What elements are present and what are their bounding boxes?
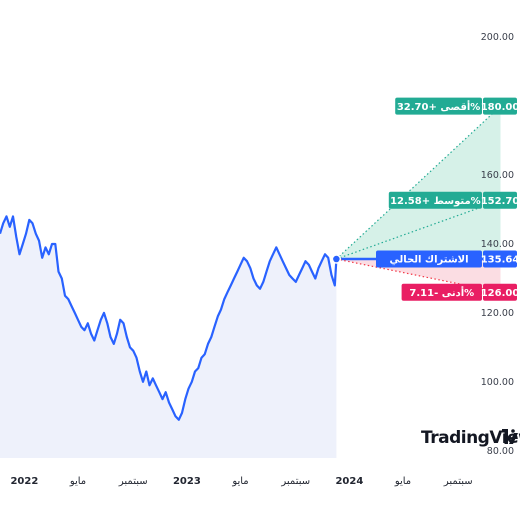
- tradingview-icon: [502, 429, 518, 444]
- forecast-tag-value-bg: [483, 191, 517, 209]
- forecast-tag-label: الاشتراك الحالي: [389, 255, 468, 266]
- forecast-tag-value: 135.64: [481, 255, 520, 266]
- forecast-tag-value: 126.00: [481, 288, 520, 299]
- y-axis: 200.00 160.00 140.00 120.00 100.00 80.00: [481, 32, 514, 457]
- current-point: [331, 254, 342, 264]
- forecast-tag: الاشتراك الحالي 135.64: [376, 250, 520, 268]
- price-line: [0, 215, 338, 421]
- y-tick-label: 120.00: [481, 308, 514, 319]
- forecast-tag-label-bg: [376, 250, 482, 268]
- x-tick-label: مايو: [231, 476, 248, 487]
- forecast-line: [336, 199, 501, 260]
- forecast-tag-label-bg: [401, 283, 482, 301]
- forecast-tag-value-bg: [483, 250, 517, 268]
- forecast-tag: متوسط +12.58% 152.70: [388, 191, 520, 209]
- y-tick-label: 200.00: [481, 32, 514, 43]
- y-tick-label: 160.00: [481, 170, 514, 181]
- x-axis: 2022 مايو سبتمبر 2023 مايو سبتمبر 2024 مايو سبتم…: [10, 476, 472, 487]
- x-tick-label: سبتمبر: [118, 476, 148, 487]
- forecast-tag-label: أدنى -7.11%: [409, 286, 474, 299]
- price-line-layer: [0, 215, 342, 421]
- x-tick-label: 2024: [335, 476, 363, 487]
- forecast-tag-value-bg: [483, 283, 517, 301]
- x-tick-label: سبتمبر: [280, 476, 310, 487]
- forecast-labels: أقصى +32.70% 180.00 متوسط +12.58% 152.70 الا…: [376, 97, 520, 301]
- tradingview-logo[interactable]: TradingView: [421, 428, 520, 448]
- logo-text: TradingView: [421, 428, 520, 448]
- forecast-tag-label: متوسط +12.58%: [390, 196, 481, 207]
- forecast-tag: أقصى +32.70% 180.00: [395, 97, 520, 115]
- x-tick-label: 2022: [10, 476, 38, 487]
- forecast-tag-value: 152.70: [481, 196, 520, 207]
- forecast-tag-label: أقصى +32.70%: [397, 100, 480, 113]
- forecast-line: [335, 105, 501, 260]
- forecast-tag: أدنى -7.11% 126.00: [401, 283, 520, 301]
- y-tick-label: 80.00: [487, 446, 514, 457]
- y-tick-label: 140.00: [481, 239, 514, 250]
- forecast-tag-label-bg: [395, 97, 482, 115]
- x-tick-label: مايو: [69, 476, 86, 487]
- forecast-tag-value-bg: [483, 97, 517, 115]
- y-tick-label: 100.00: [481, 377, 514, 388]
- x-tick-label: 2023: [173, 476, 201, 487]
- forecast-tag-label-bg: [388, 191, 482, 209]
- x-tick-label: مايو: [394, 476, 411, 487]
- x-tick-label: سبتمبر: [443, 476, 473, 487]
- forecast-tag-value: 180.00: [481, 102, 520, 113]
